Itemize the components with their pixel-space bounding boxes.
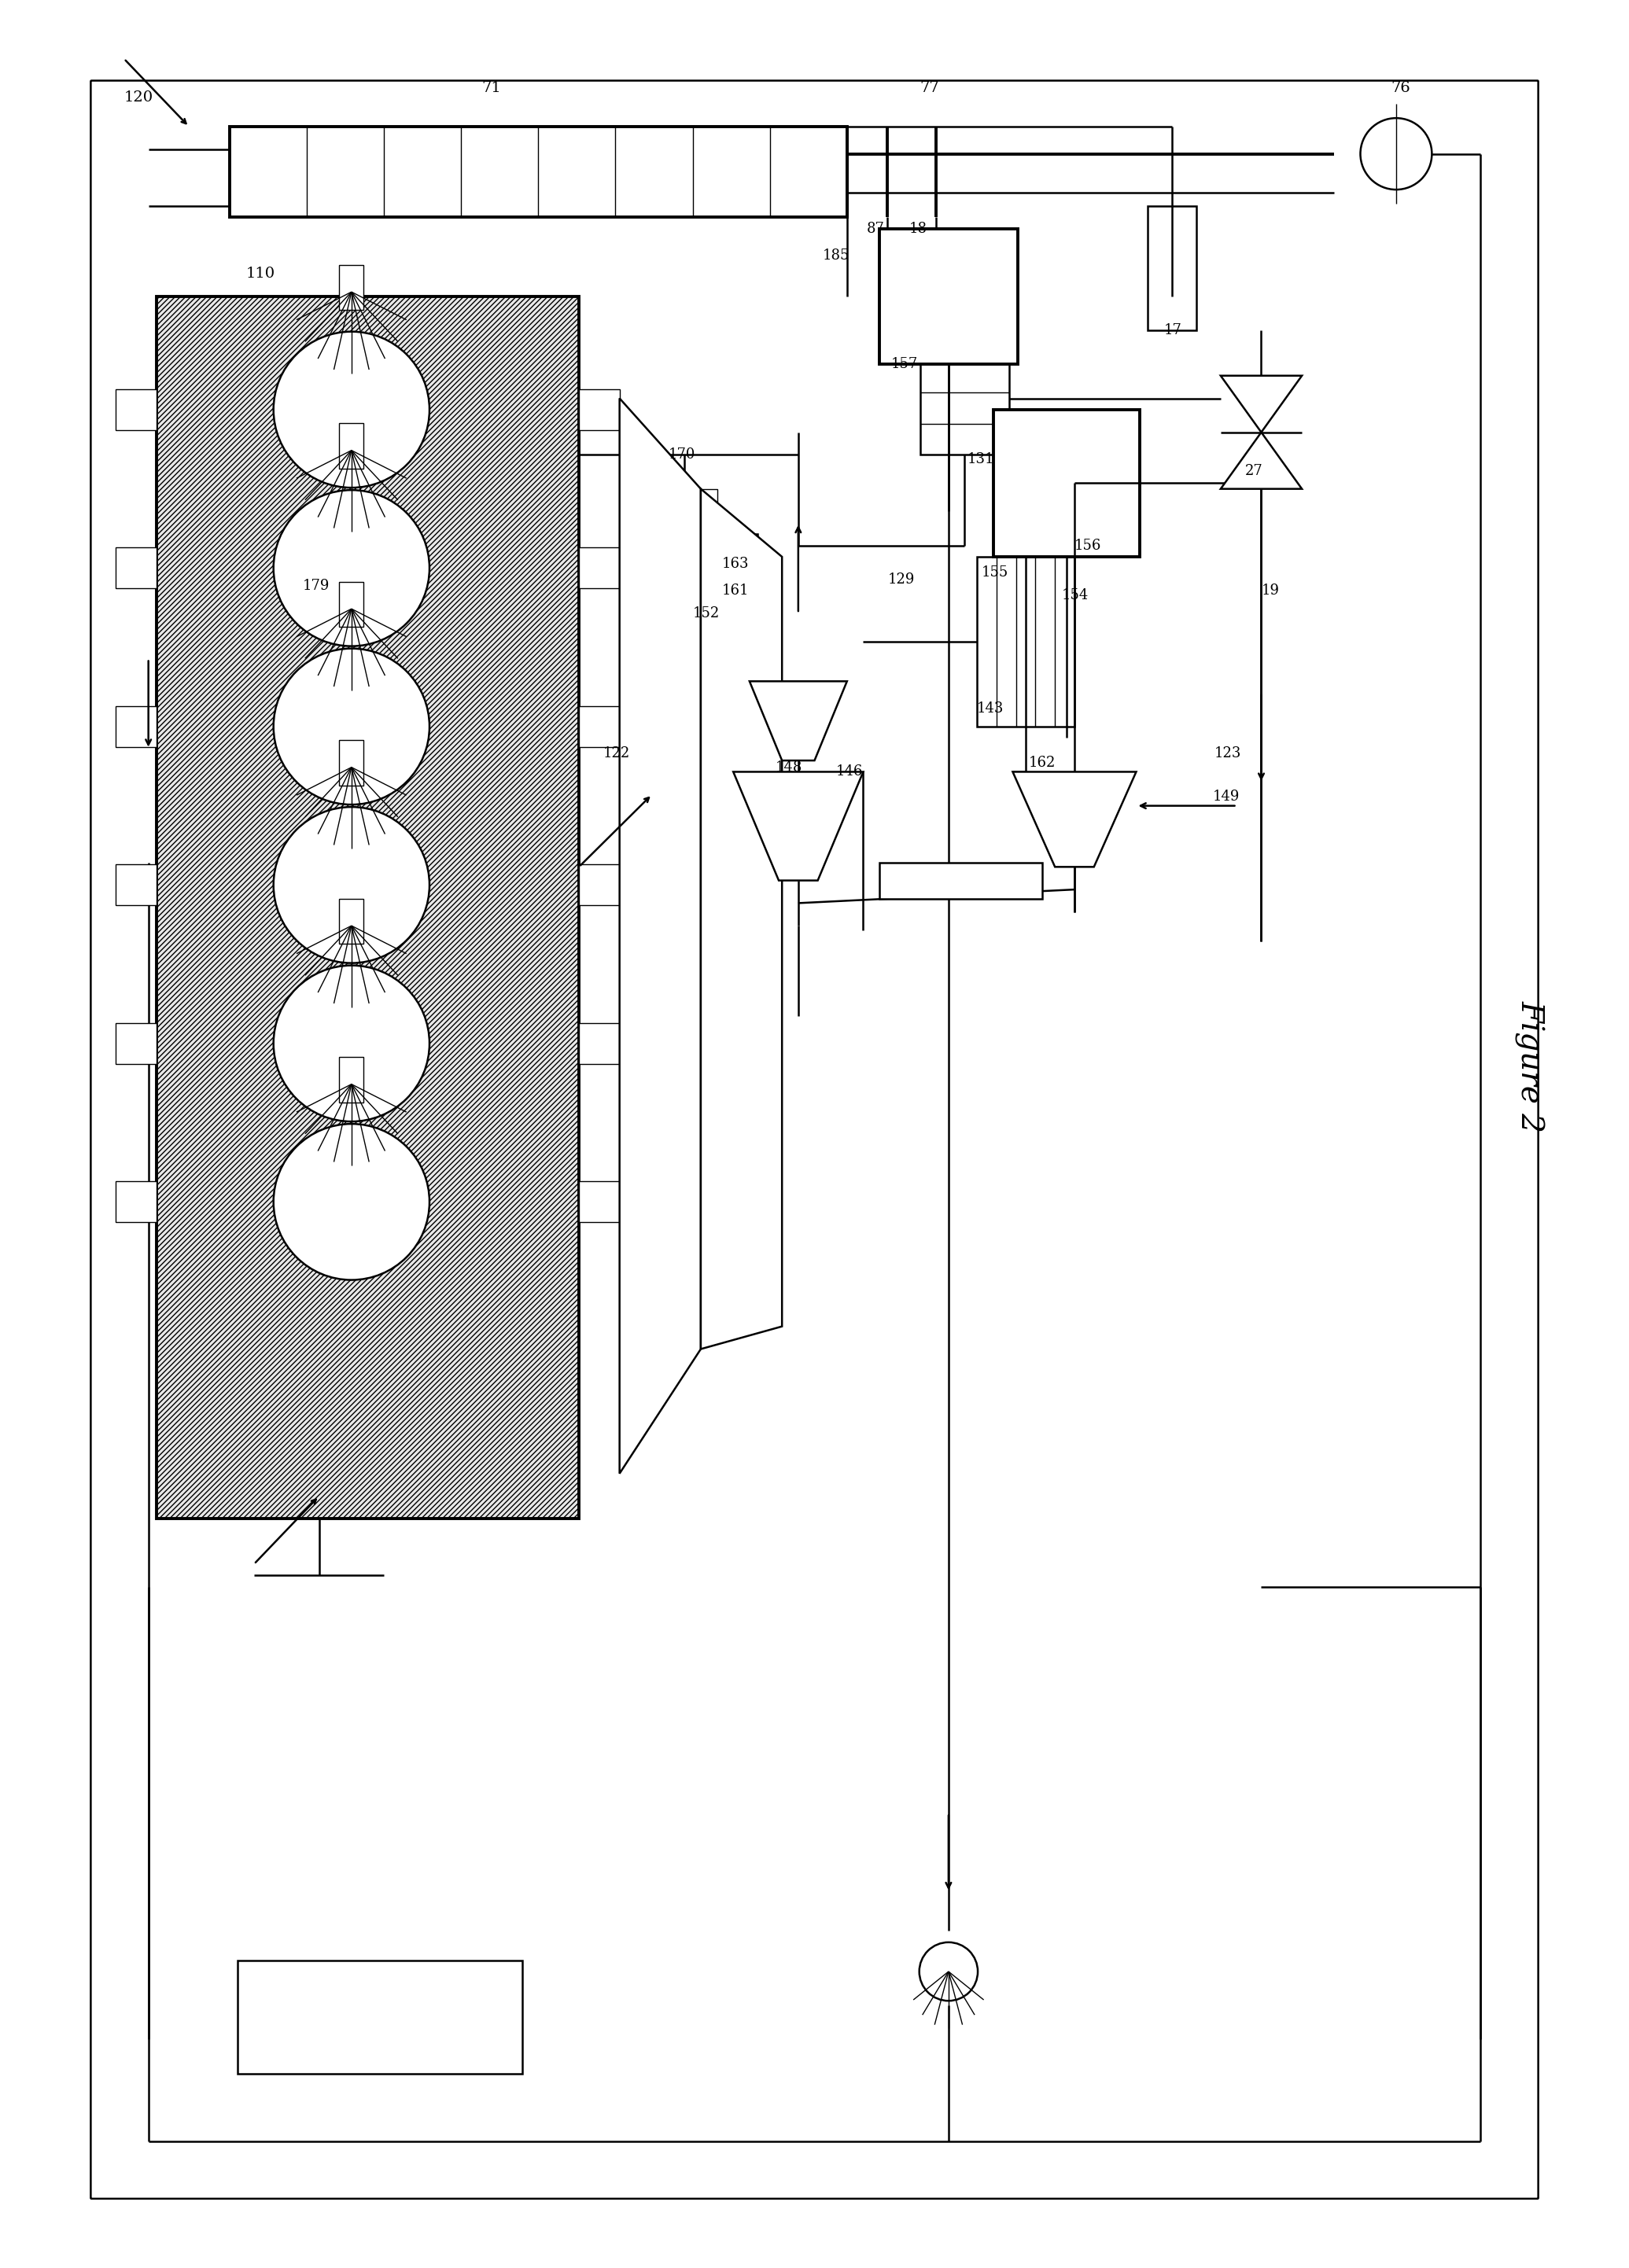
Polygon shape (1220, 433, 1302, 490)
Bar (977, 556, 1075, 726)
Bar (116, 1182, 156, 1222)
Text: 155: 155 (982, 565, 1008, 581)
Bar (230, 127, 847, 218)
Bar (1147, 206, 1196, 331)
Text: 87: 87 (867, 222, 885, 236)
Text: 146: 146 (836, 764, 863, 778)
Bar (116, 864, 156, 905)
Circle shape (274, 649, 430, 805)
Polygon shape (1013, 771, 1135, 866)
Bar (352, 519, 425, 542)
Text: 27: 27 (1245, 463, 1262, 479)
Text: 149: 149 (1212, 789, 1240, 803)
Bar (578, 1023, 619, 1064)
Bar (994, 411, 1139, 556)
Bar (360, 488, 417, 515)
Text: 71: 71 (482, 82, 502, 95)
Text: 185: 185 (823, 249, 850, 263)
Text: 129: 129 (888, 572, 914, 587)
Text: 18: 18 (909, 222, 927, 236)
Text: 154: 154 (1062, 587, 1088, 603)
Bar (368, 460, 409, 488)
Text: 123: 123 (1214, 746, 1241, 760)
Text: 77: 77 (920, 82, 940, 95)
Polygon shape (733, 771, 863, 880)
Bar (578, 547, 619, 587)
Circle shape (274, 331, 430, 488)
Bar (339, 424, 363, 469)
Text: 131: 131 (968, 451, 994, 467)
Circle shape (919, 1941, 977, 2000)
Bar (238, 1960, 521, 2073)
Bar (339, 1057, 363, 1102)
Bar (578, 705, 619, 746)
Text: 143: 143 (977, 701, 1003, 714)
Circle shape (1360, 118, 1432, 191)
Circle shape (274, 490, 430, 646)
Text: 76: 76 (1391, 82, 1411, 95)
Circle shape (274, 966, 430, 1120)
Bar (880, 862, 1043, 898)
Bar (116, 390, 156, 431)
Bar (339, 739, 363, 785)
Text: 156: 156 (1075, 538, 1101, 553)
Bar (116, 705, 156, 746)
Bar (339, 581, 363, 626)
Text: 161: 161 (722, 583, 749, 599)
Text: 162: 162 (1030, 755, 1056, 769)
Bar (339, 898, 363, 943)
Text: 122: 122 (603, 746, 630, 760)
Text: 110: 110 (246, 268, 275, 281)
Text: Figure 2: Figure 2 (1515, 1000, 1544, 1132)
Bar (920, 331, 1010, 456)
Bar (578, 1182, 619, 1222)
Polygon shape (1220, 376, 1302, 433)
Bar (684, 535, 757, 601)
Bar (116, 1023, 156, 1064)
Bar (339, 265, 363, 311)
Text: 163: 163 (722, 556, 749, 572)
Circle shape (274, 1125, 430, 1279)
Bar (578, 390, 619, 431)
Polygon shape (619, 399, 700, 1474)
Text: 157: 157 (891, 358, 917, 372)
Text: 19: 19 (1261, 583, 1279, 599)
Text: 170: 170 (668, 447, 696, 463)
Text: 17: 17 (1163, 324, 1181, 338)
Text: 120: 120 (124, 91, 153, 104)
Bar (116, 547, 156, 587)
FancyBboxPatch shape (91, 82, 1538, 2198)
Polygon shape (749, 680, 847, 760)
Polygon shape (700, 490, 782, 1349)
Circle shape (274, 807, 430, 964)
Text: 179: 179 (303, 578, 329, 594)
Bar (578, 864, 619, 905)
Text: 152: 152 (692, 606, 720, 621)
Bar (880, 229, 1018, 365)
Bar (156, 297, 578, 1520)
Text: 148: 148 (775, 760, 803, 773)
Bar (684, 490, 717, 547)
